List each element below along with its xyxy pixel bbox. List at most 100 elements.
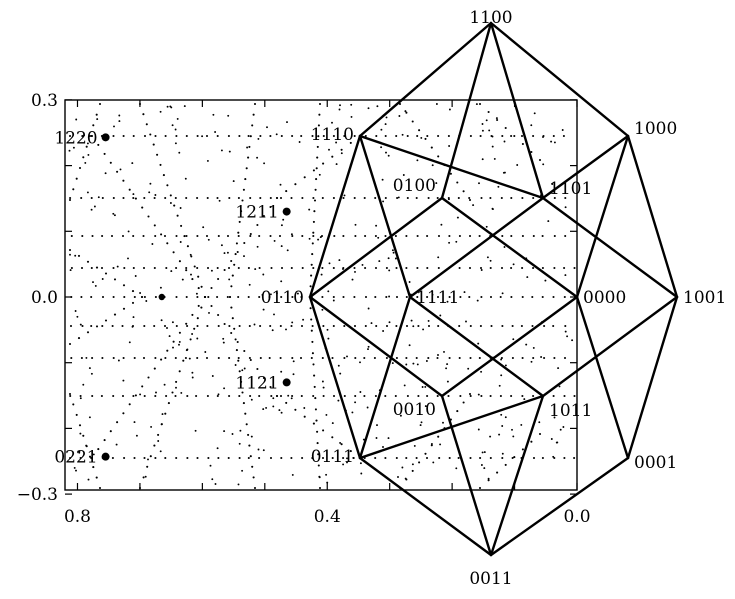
lattice-dot: [183, 105, 186, 108]
lattice-dot: [311, 242, 314, 245]
lattice-dot: [203, 295, 207, 299]
lattice-dot: [164, 356, 167, 360]
lattice-dot: [181, 278, 184, 281]
lattice-dot: [382, 330, 385, 332]
lattice-dot: [314, 397, 317, 400]
lattice-dot: [240, 210, 243, 213]
lattice-dot: [207, 295, 210, 299]
lattice-dot: [385, 324, 389, 328]
lattice-dot: [401, 466, 404, 469]
lattice-dot: [342, 463, 345, 466]
lattice-dot: [280, 280, 283, 283]
lattice-dot: [261, 293, 264, 296]
lattice-dot: [123, 295, 126, 299]
lattice-dot: [489, 456, 492, 460]
lattice-dot: [489, 394, 492, 398]
polytope-edge-0100-0110: [308, 196, 444, 299]
lattice-dot: [312, 196, 315, 200]
lattice-dot: [458, 234, 461, 238]
lattice-dot: [68, 198, 72, 202]
lattice-dot: [395, 324, 398, 328]
lattice-dot: [91, 356, 94, 360]
lattice-dot: [266, 126, 268, 129]
lattice-dot: [346, 457, 348, 460]
lattice-dot: [80, 266, 84, 270]
lattice-dot: [226, 295, 229, 299]
lattice-dot: [243, 367, 246, 370]
lattice-dot: [262, 273, 265, 276]
lattice-dot: [489, 196, 492, 200]
lattice-dot: [241, 469, 244, 472]
polytope-edge-1100-0100: [440, 21, 493, 200]
lattice-dot: [511, 356, 514, 360]
lattice-dot: [354, 356, 357, 360]
lattice-dot: [142, 113, 145, 116]
lattice-dot: [339, 441, 342, 444]
lattice-dot: [119, 168, 122, 171]
lattice-dot: [512, 435, 515, 438]
lattice-dot: [270, 394, 273, 398]
lattice-dot: [448, 145, 451, 147]
lattice-dot: [416, 134, 419, 138]
lattice-dot: [163, 234, 167, 238]
lattice-dot: [311, 340, 314, 343]
lattice-dot: [405, 456, 408, 460]
lattice-dot: [384, 394, 387, 398]
lattice-dot: [478, 102, 482, 106]
lattice-dot: [154, 394, 157, 398]
x-tick-label: 0.4: [314, 507, 341, 527]
lattice-dot: [312, 266, 315, 270]
vertex-label-0110: 0110: [261, 288, 304, 308]
lattice-dot: [79, 432, 82, 435]
lattice-dot: [564, 274, 567, 277]
lattice-dot: [131, 325, 134, 328]
lattice-dot: [346, 461, 348, 464]
lattice-dot: [504, 126, 507, 130]
lattice-dot: [500, 374, 503, 377]
lattice-dot: [331, 121, 333, 124]
lattice-dot: [262, 308, 265, 311]
lattice-dot: [443, 350, 445, 353]
lattice-dot: [480, 269, 483, 271]
marked-point: [101, 133, 110, 142]
lattice-dot: [532, 394, 535, 398]
lattice-dot: [489, 435, 492, 438]
lattice-dot: [241, 391, 244, 394]
lattice-dot: [134, 394, 137, 397]
lattice-dot: [227, 134, 230, 138]
lattice-dot: [132, 193, 135, 196]
lattice-dot: [193, 265, 196, 268]
lattice-dot: [196, 266, 199, 270]
lattice-dot: [222, 337, 225, 340]
lattice-dot: [159, 286, 162, 289]
lattice-dot: [141, 206, 144, 209]
lattice-dot: [291, 356, 294, 360]
lattice-dot: [446, 380, 449, 383]
lattice-dot: [208, 311, 210, 314]
lattice-dot: [262, 214, 265, 218]
lattice-dot: [269, 456, 273, 460]
lattice-dot: [269, 324, 272, 328]
lattice-dot: [316, 430, 319, 433]
lattice-dot: [481, 123, 484, 125]
lattice-dot: [500, 266, 504, 270]
lattice-dot: [207, 456, 210, 460]
lattice-dot: [562, 134, 565, 138]
lattice-dot: [259, 356, 262, 360]
lattice-dot: [477, 393, 480, 396]
lattice-dot: [374, 196, 377, 200]
lattice-dot: [321, 196, 324, 200]
lattice-dot: [424, 452, 427, 455]
lattice-dot: [542, 163, 545, 166]
lattice-dot: [78, 424, 82, 427]
lattice-dot: [363, 196, 366, 200]
lattice-dot: [228, 295, 232, 299]
lattice-dot: [165, 266, 168, 270]
lattice-dot: [175, 134, 178, 138]
lattice-dot: [178, 343, 180, 346]
lattice-dot: [563, 456, 566, 460]
lattice-dot: [143, 134, 147, 138]
lattice-dot: [361, 263, 364, 266]
lattice-dot: [318, 102, 322, 106]
lattice-dot: [340, 152, 343, 155]
